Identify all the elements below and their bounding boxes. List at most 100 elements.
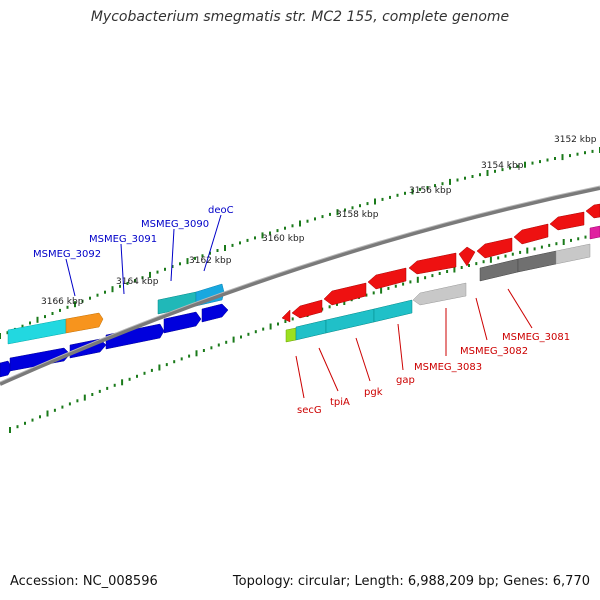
minor-tick [501,168,504,172]
gene-label-msmeg-3083[interactable]: MSMEG_3083 [414,362,482,373]
gene-block[interactable] [295,319,327,341]
gene-arrow[interactable] [281,309,291,323]
minor-tick [389,195,391,199]
gene-block[interactable] [65,312,104,334]
gene-label-tpia[interactable]: tpiA [330,397,350,408]
gene-arrow[interactable] [291,299,323,319]
gene-block[interactable] [373,299,413,323]
gene-label-pgk[interactable]: pgk [364,387,383,398]
minor-tick [126,281,129,285]
gene-arrow[interactable] [458,246,476,267]
genome-backbone-highlight [0,185,600,383]
minor-tick [366,202,369,206]
gene-label-deoc[interactable]: deoC [208,205,234,216]
minor-tick [328,305,331,309]
gene-label-gap[interactable]: gap [396,375,415,386]
leader-line [295,355,305,399]
major-tick [111,286,114,293]
minor-tick [464,176,466,180]
minor-tick [217,343,220,347]
major-tick [416,276,419,283]
genome-summary-text: Topology: circular; Length: 6,988,209 bp… [232,574,590,589]
minor-tick [284,320,287,323]
minor-tick [210,346,213,350]
gene-label-msmeg-3090[interactable]: MSMEG_3090 [141,219,209,230]
gene-block[interactable] [555,243,591,265]
minor-tick [404,191,406,195]
minor-tick [231,243,234,247]
gene-arrow[interactable] [476,237,513,259]
reverse-label-lines [295,288,533,399]
minor-tick [424,276,427,280]
minor-tick [402,282,405,286]
minor-tick [516,164,519,168]
gene-arrow[interactable] [367,267,407,290]
major-tick [486,170,489,176]
minor-tick [254,330,257,334]
minor-tick [482,260,485,264]
minor-tick [314,217,316,221]
reverse-strand-lower [285,225,600,343]
major-tick [524,161,526,168]
gene-block[interactable] [325,308,375,334]
genome-backbone [0,186,600,386]
gene-arrow[interactable] [201,303,229,323]
minor-tick [570,238,572,242]
minor-tick [66,305,69,309]
gene-arrow[interactable] [585,203,600,219]
gene-label-msmeg-3082[interactable]: MSMEG_3082 [460,346,528,357]
minor-tick [359,204,361,208]
kbp-label-3158: 3158 kbp [336,210,379,220]
minor-tick [104,290,106,294]
major-tick [489,256,492,263]
minor-tick [336,302,338,306]
gene-label-msmeg-3091[interactable]: MSMEG_3091 [89,234,157,245]
minor-tick [394,284,397,288]
gene-label-msmeg-3092[interactable]: MSMEG_3092 [33,249,101,260]
gene-block[interactable] [479,258,519,282]
minor-tick [6,331,9,335]
gene-block[interactable] [285,327,297,343]
minor-tick [202,349,205,352]
inner-tick-track [9,231,600,433]
minor-tick [81,299,84,303]
minor-tick [119,284,121,288]
minor-tick [68,402,71,406]
gene-arrow[interactable] [323,282,367,306]
gene-block[interactable] [412,282,467,306]
forward-strand-upper [7,283,225,345]
leader-line [203,214,222,272]
minor-tick [456,178,459,182]
kbp-label-3152: 3152 kbp [554,135,597,145]
gene-arrow[interactable] [408,252,457,275]
minor-tick [554,157,556,160]
minor-tick [128,377,131,381]
gene-label-secg[interactable]: secG [297,405,322,416]
major-tick [380,287,383,294]
minor-tick [344,208,346,212]
major-tick [411,188,414,195]
minor-tick [555,242,558,246]
major-tick [449,178,451,185]
gene-arrow[interactable] [9,347,71,372]
major-tick [0,333,1,339]
leader-line [397,323,404,371]
gene-arrow[interactable] [549,211,585,231]
minor-tick [96,293,99,297]
gene-block[interactable] [517,250,557,273]
minor-tick [61,405,64,409]
minor-tick [291,317,294,321]
gene-arrow[interactable] [513,223,549,245]
gene-arrow[interactable] [163,311,202,334]
minor-tick [254,236,256,240]
minor-tick [164,267,166,271]
major-tick [336,209,339,216]
gene-label-msmeg-3081[interactable]: MSMEG_3081 [502,332,570,343]
kbp-label-3166: 3166 kbp [41,297,84,307]
kbp-label-3162: 3162 kbp [189,256,232,266]
reverse-gene-labels: secG tpiA pgk gap MSMEG_3083 MSMEG_3082 … [297,332,570,416]
major-tick [36,316,39,323]
minor-tick [577,237,580,241]
minor-tick [321,215,324,219]
gene-block[interactable] [589,225,600,240]
